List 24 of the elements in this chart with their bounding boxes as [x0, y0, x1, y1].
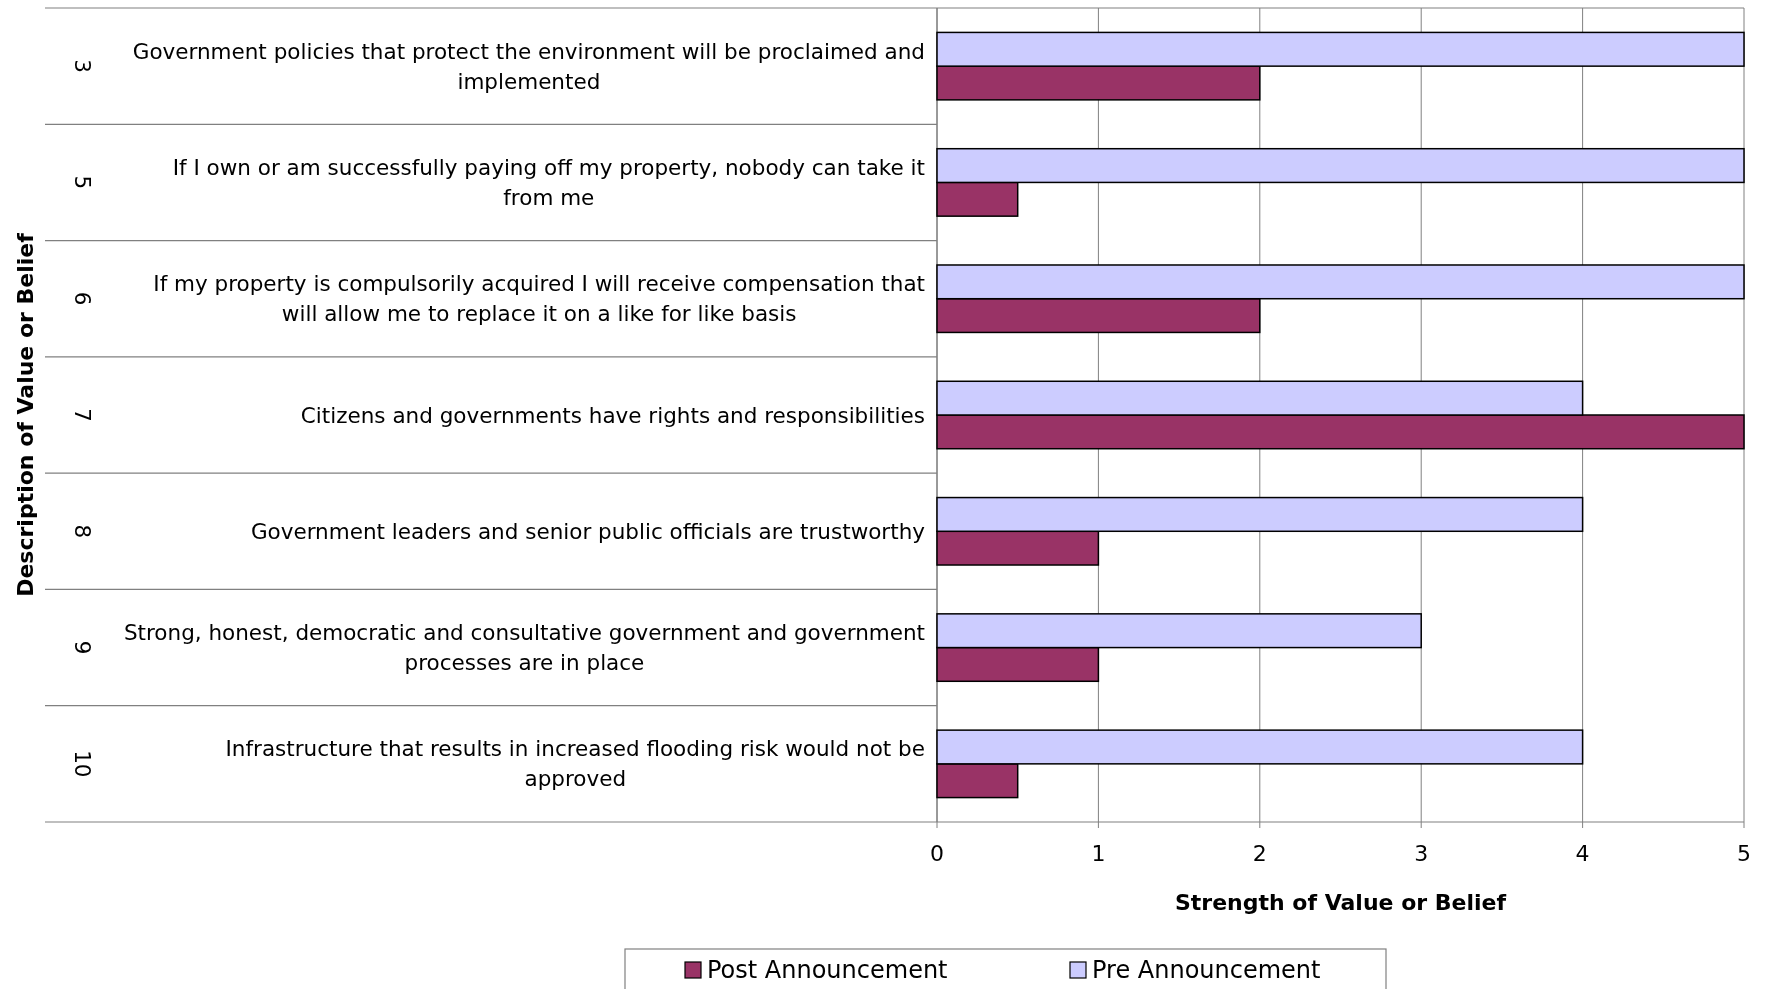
- legend-label: Post Announcement: [707, 956, 948, 984]
- y-tick-label: Strong, honest, democratic and consultative government and government processes are in place: [123, 620, 925, 676]
- x-tick-label: 1: [1091, 841, 1106, 866]
- y-tick-label: If my property is compulsorily acquired I will receive compensation that will allow me to replace it on a like for like basis: [153, 271, 925, 327]
- y-tick-label: If I own or am successfully paying off my property, nobody can take it from me: [172, 154, 926, 210]
- text: 6: [70, 291, 95, 306]
- y-axis-title: Description of Value or Belief: [13, 232, 38, 597]
- y-tick-label: Infrastructure that results in increased flooding risk would not be approved: [225, 736, 925, 792]
- text: 10: [70, 750, 95, 778]
- y-tick-label: Government policies that protect the environment will be proclaimed and implemented: [132, 38, 926, 94]
- x-tick-label: 4: [1575, 841, 1590, 866]
- y-tick-label: Government leaders and senior public officials are trustworthy: [250, 518, 926, 544]
- text: 8: [70, 524, 95, 539]
- legend-label: Pre Announcement: [1092, 956, 1321, 984]
- x-tick-label: 3: [1414, 841, 1429, 866]
- text: 3: [70, 59, 95, 73]
- text: 5: [70, 175, 95, 190]
- text: 9: [70, 640, 95, 655]
- x-tick-label: 2: [1252, 841, 1267, 866]
- y-tick-label: Citizens and governments have rights and responsibilities: [300, 402, 925, 428]
- x-axis-title: Strength of Value or Belief: [1174, 890, 1507, 915]
- x-tick-label: 0: [930, 841, 944, 866]
- text: 7: [70, 408, 95, 422]
- x-tick-label: 5: [1737, 841, 1751, 866]
